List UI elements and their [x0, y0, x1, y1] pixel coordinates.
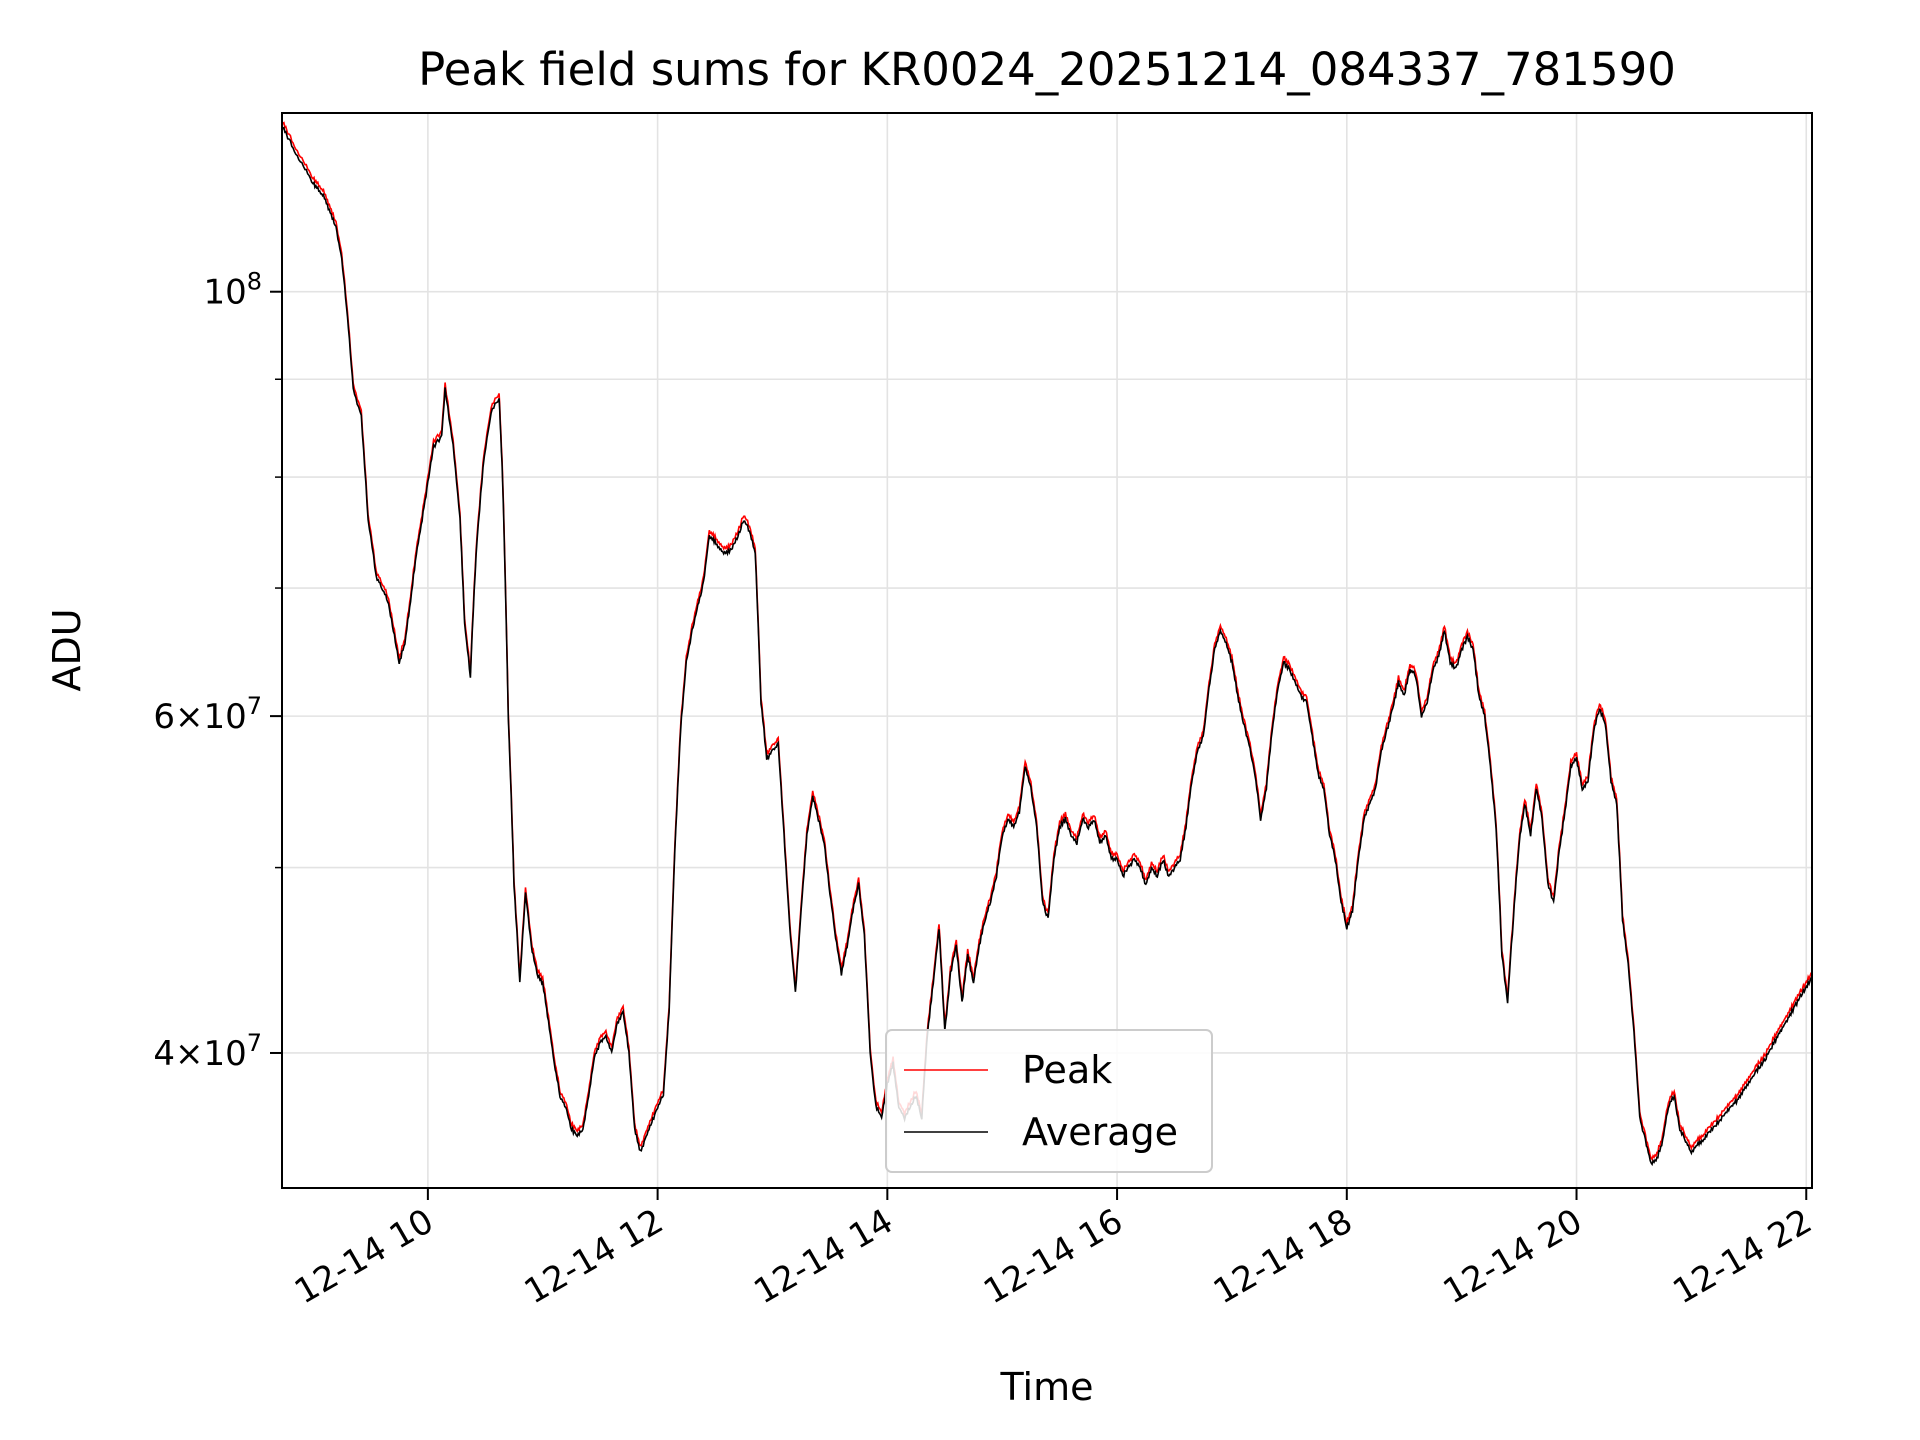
y-axis: 108 6×107 4×107 — [153, 268, 282, 1074]
grid — [282, 113, 1812, 1188]
legend-label-peak: Peak — [1022, 1048, 1112, 1092]
plot-frame — [281, 112, 1813, 1189]
series-line-average — [281, 126, 1813, 1167]
y-axis-title: ADU — [45, 608, 89, 691]
series-lines — [281, 121, 1813, 1167]
y-tick-label: 4×107 — [153, 1029, 262, 1074]
chart-title: Peak field sums for KR0024_20251214_0843… — [418, 43, 1676, 96]
legend: Peak Average — [885, 1029, 1213, 1173]
y-tick-label: 6×107 — [153, 692, 262, 737]
y-tick-label: 108 — [203, 268, 262, 313]
legend-box — [885, 1029, 1213, 1173]
x-axis-title: Time — [1000, 1365, 1094, 1409]
legend-label-average: Average — [1022, 1110, 1178, 1154]
